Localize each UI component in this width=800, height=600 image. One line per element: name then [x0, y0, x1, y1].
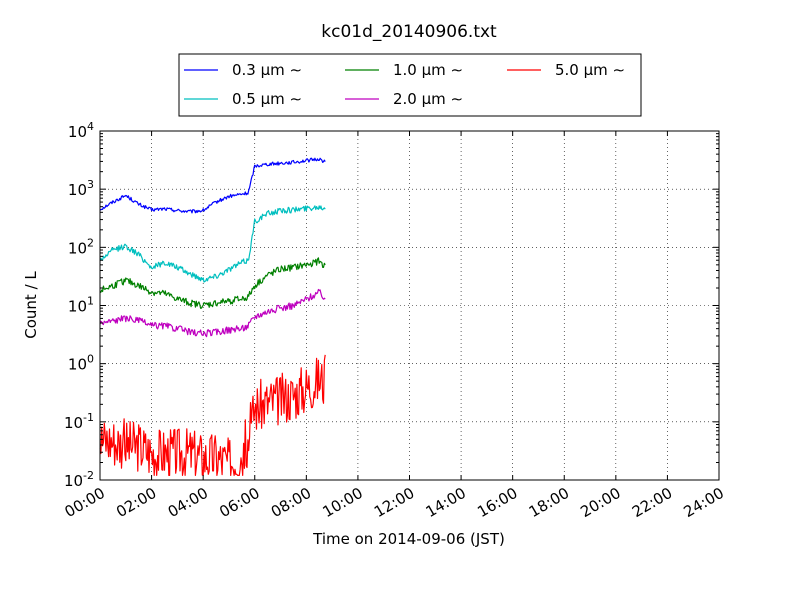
legend: 0.3 μm ∼ 0.5 μm ∼ 1.0 μm ∼ 2.0 μm ∼ 5.0 μm ∼ — [178, 53, 642, 117]
legend-frame — [178, 53, 642, 117]
y-tick-label: 102 — [68, 236, 94, 257]
series-lines — [99, 157, 326, 476]
x-tick-label: 20:00 — [577, 484, 623, 521]
y-axis-label: Count / L — [22, 271, 40, 339]
x-tick-label: 18:00 — [526, 484, 572, 521]
y-tick-base: 10 — [64, 414, 83, 432]
y-tick-label: 10-2 — [64, 469, 94, 490]
series-line-4 — [99, 354, 326, 476]
y-tick-exponent: 2 — [87, 236, 94, 249]
y-tick-exponent: 4 — [87, 120, 94, 133]
y-tick-base: 10 — [68, 356, 87, 374]
x-axis-label: Time on 2014-09-06 (JST) — [312, 530, 505, 548]
chart-title: kc01d_20140906.txt — [321, 22, 497, 42]
x-tick-label: 16:00 — [474, 484, 520, 521]
legend-label: 5.0 μm ∼ — [555, 61, 625, 79]
grid — [99, 130, 720, 481]
x-tick-label: 24:00 — [681, 484, 727, 521]
y-tick-label: 104 — [68, 120, 94, 141]
legend-label: 0.5 μm ∼ — [232, 90, 302, 108]
x-tick-label: 06:00 — [216, 484, 262, 521]
y-tick-exponent: 1 — [87, 295, 94, 308]
y-tick-exponent: -2 — [83, 469, 94, 482]
y-tick-base: 10 — [68, 123, 87, 141]
y-tick-exponent: 3 — [87, 178, 94, 191]
y-tick-label: 103 — [68, 178, 94, 199]
legend-label: 0.3 μm ∼ — [232, 61, 302, 79]
y-tick-base: 10 — [68, 298, 87, 316]
y-tick-label: 100 — [68, 353, 94, 374]
x-tick-label: 12:00 — [371, 484, 417, 521]
x-tick-label: 04:00 — [165, 484, 211, 521]
x-tick-label: 02:00 — [113, 484, 159, 521]
y-tick-base: 10 — [68, 239, 87, 257]
legend-label: 2.0 μm ∼ — [393, 90, 463, 108]
x-tick-label: 08:00 — [268, 484, 314, 521]
legend-label: 1.0 μm ∼ — [393, 61, 463, 79]
x-tick-label: 10:00 — [319, 484, 365, 521]
x-tick-label: 14:00 — [423, 484, 469, 521]
y-tick-exponent: 0 — [87, 353, 94, 366]
x-tick-labels: 00:00 02:00 04:00 06:00 08:00 10:00 12:00 14:00… — [62, 484, 727, 521]
axis-ticks — [99, 130, 720, 481]
series-line-2 — [99, 257, 326, 309]
y-tick-base: 10 — [68, 181, 87, 199]
x-tick-label: 22:00 — [629, 484, 675, 521]
series-line-1 — [99, 205, 326, 283]
y-tick-exponent: -1 — [83, 411, 94, 424]
series-line-3 — [99, 288, 326, 338]
y-tick-label: 10-1 — [64, 411, 94, 432]
series-line-0 — [99, 157, 326, 214]
y-tick-base: 10 — [64, 472, 83, 490]
y-tick-label: 101 — [68, 295, 94, 316]
legend-entries: 0.3 μm ∼ 0.5 μm ∼ 1.0 μm ∼ 2.0 μm ∼ 5.0 μm ∼ — [184, 61, 625, 108]
